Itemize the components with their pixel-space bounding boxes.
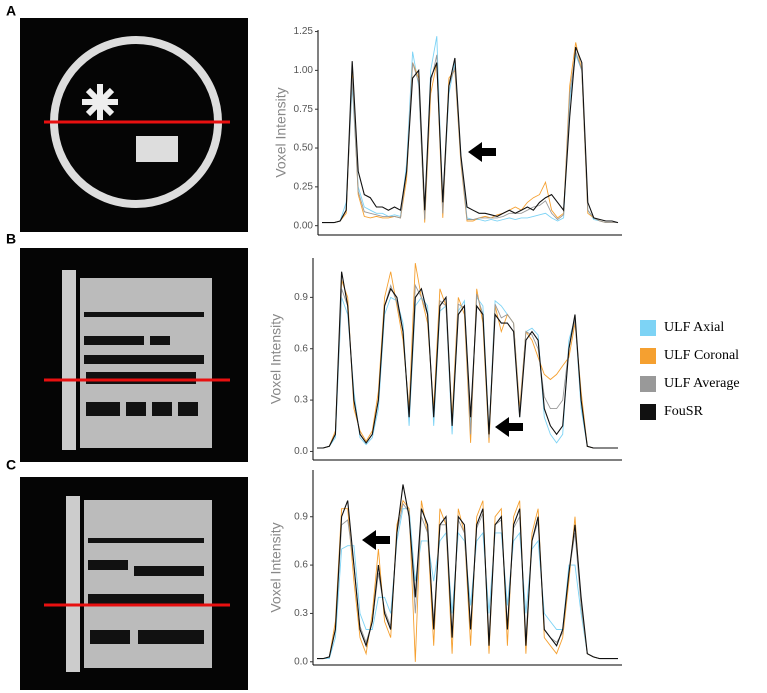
line-series bbox=[317, 271, 618, 449]
legend-swatch bbox=[640, 404, 656, 420]
y-tick-label: 1.25 bbox=[294, 26, 314, 37]
y-tick-label: 0.6 bbox=[294, 560, 308, 571]
image-c bbox=[20, 477, 248, 690]
line-series bbox=[317, 499, 618, 662]
y-tick-label: 0.50 bbox=[294, 143, 314, 154]
arrow bbox=[495, 417, 523, 437]
y-tick-label: 1.00 bbox=[294, 65, 314, 76]
y-axis-label: Voxel Intensity bbox=[268, 314, 284, 404]
y-tick-label: 0.25 bbox=[294, 181, 314, 192]
legend-swatch bbox=[640, 320, 656, 336]
line-series bbox=[322, 46, 619, 224]
y-tick-label: 0.0 bbox=[294, 656, 308, 667]
y-axis-label: Voxel Intensity bbox=[268, 522, 284, 612]
legend-swatch bbox=[640, 376, 656, 392]
arrow bbox=[362, 530, 390, 550]
y-tick-label: 0.3 bbox=[294, 608, 308, 619]
legend-label: ULF Coronal bbox=[664, 348, 739, 363]
y-tick-label: 0.6 bbox=[294, 343, 308, 354]
legend-label: ULF Axial bbox=[664, 320, 724, 335]
y-tick-label: 0.00 bbox=[294, 220, 314, 231]
legend-label: FouSR bbox=[664, 404, 704, 419]
panel-label: B bbox=[6, 231, 16, 247]
y-tick-label: 0.75 bbox=[294, 104, 314, 115]
line-series bbox=[322, 51, 618, 224]
line-series bbox=[317, 484, 618, 660]
legend-swatch bbox=[640, 348, 656, 364]
y-tick-label: 0.0 bbox=[294, 446, 308, 457]
y-tick-label: 0.9 bbox=[294, 292, 308, 303]
legend-label: ULF Average bbox=[664, 376, 740, 391]
image-a bbox=[20, 18, 248, 232]
y-tick-label: 0.9 bbox=[294, 511, 308, 522]
panel-label: C bbox=[6, 457, 16, 473]
panel-label: A bbox=[6, 3, 16, 19]
image-b bbox=[20, 248, 248, 462]
y-tick-label: 0.3 bbox=[294, 395, 308, 406]
arrow bbox=[468, 142, 496, 162]
y-axis-label: Voxel Intensity bbox=[273, 87, 289, 177]
